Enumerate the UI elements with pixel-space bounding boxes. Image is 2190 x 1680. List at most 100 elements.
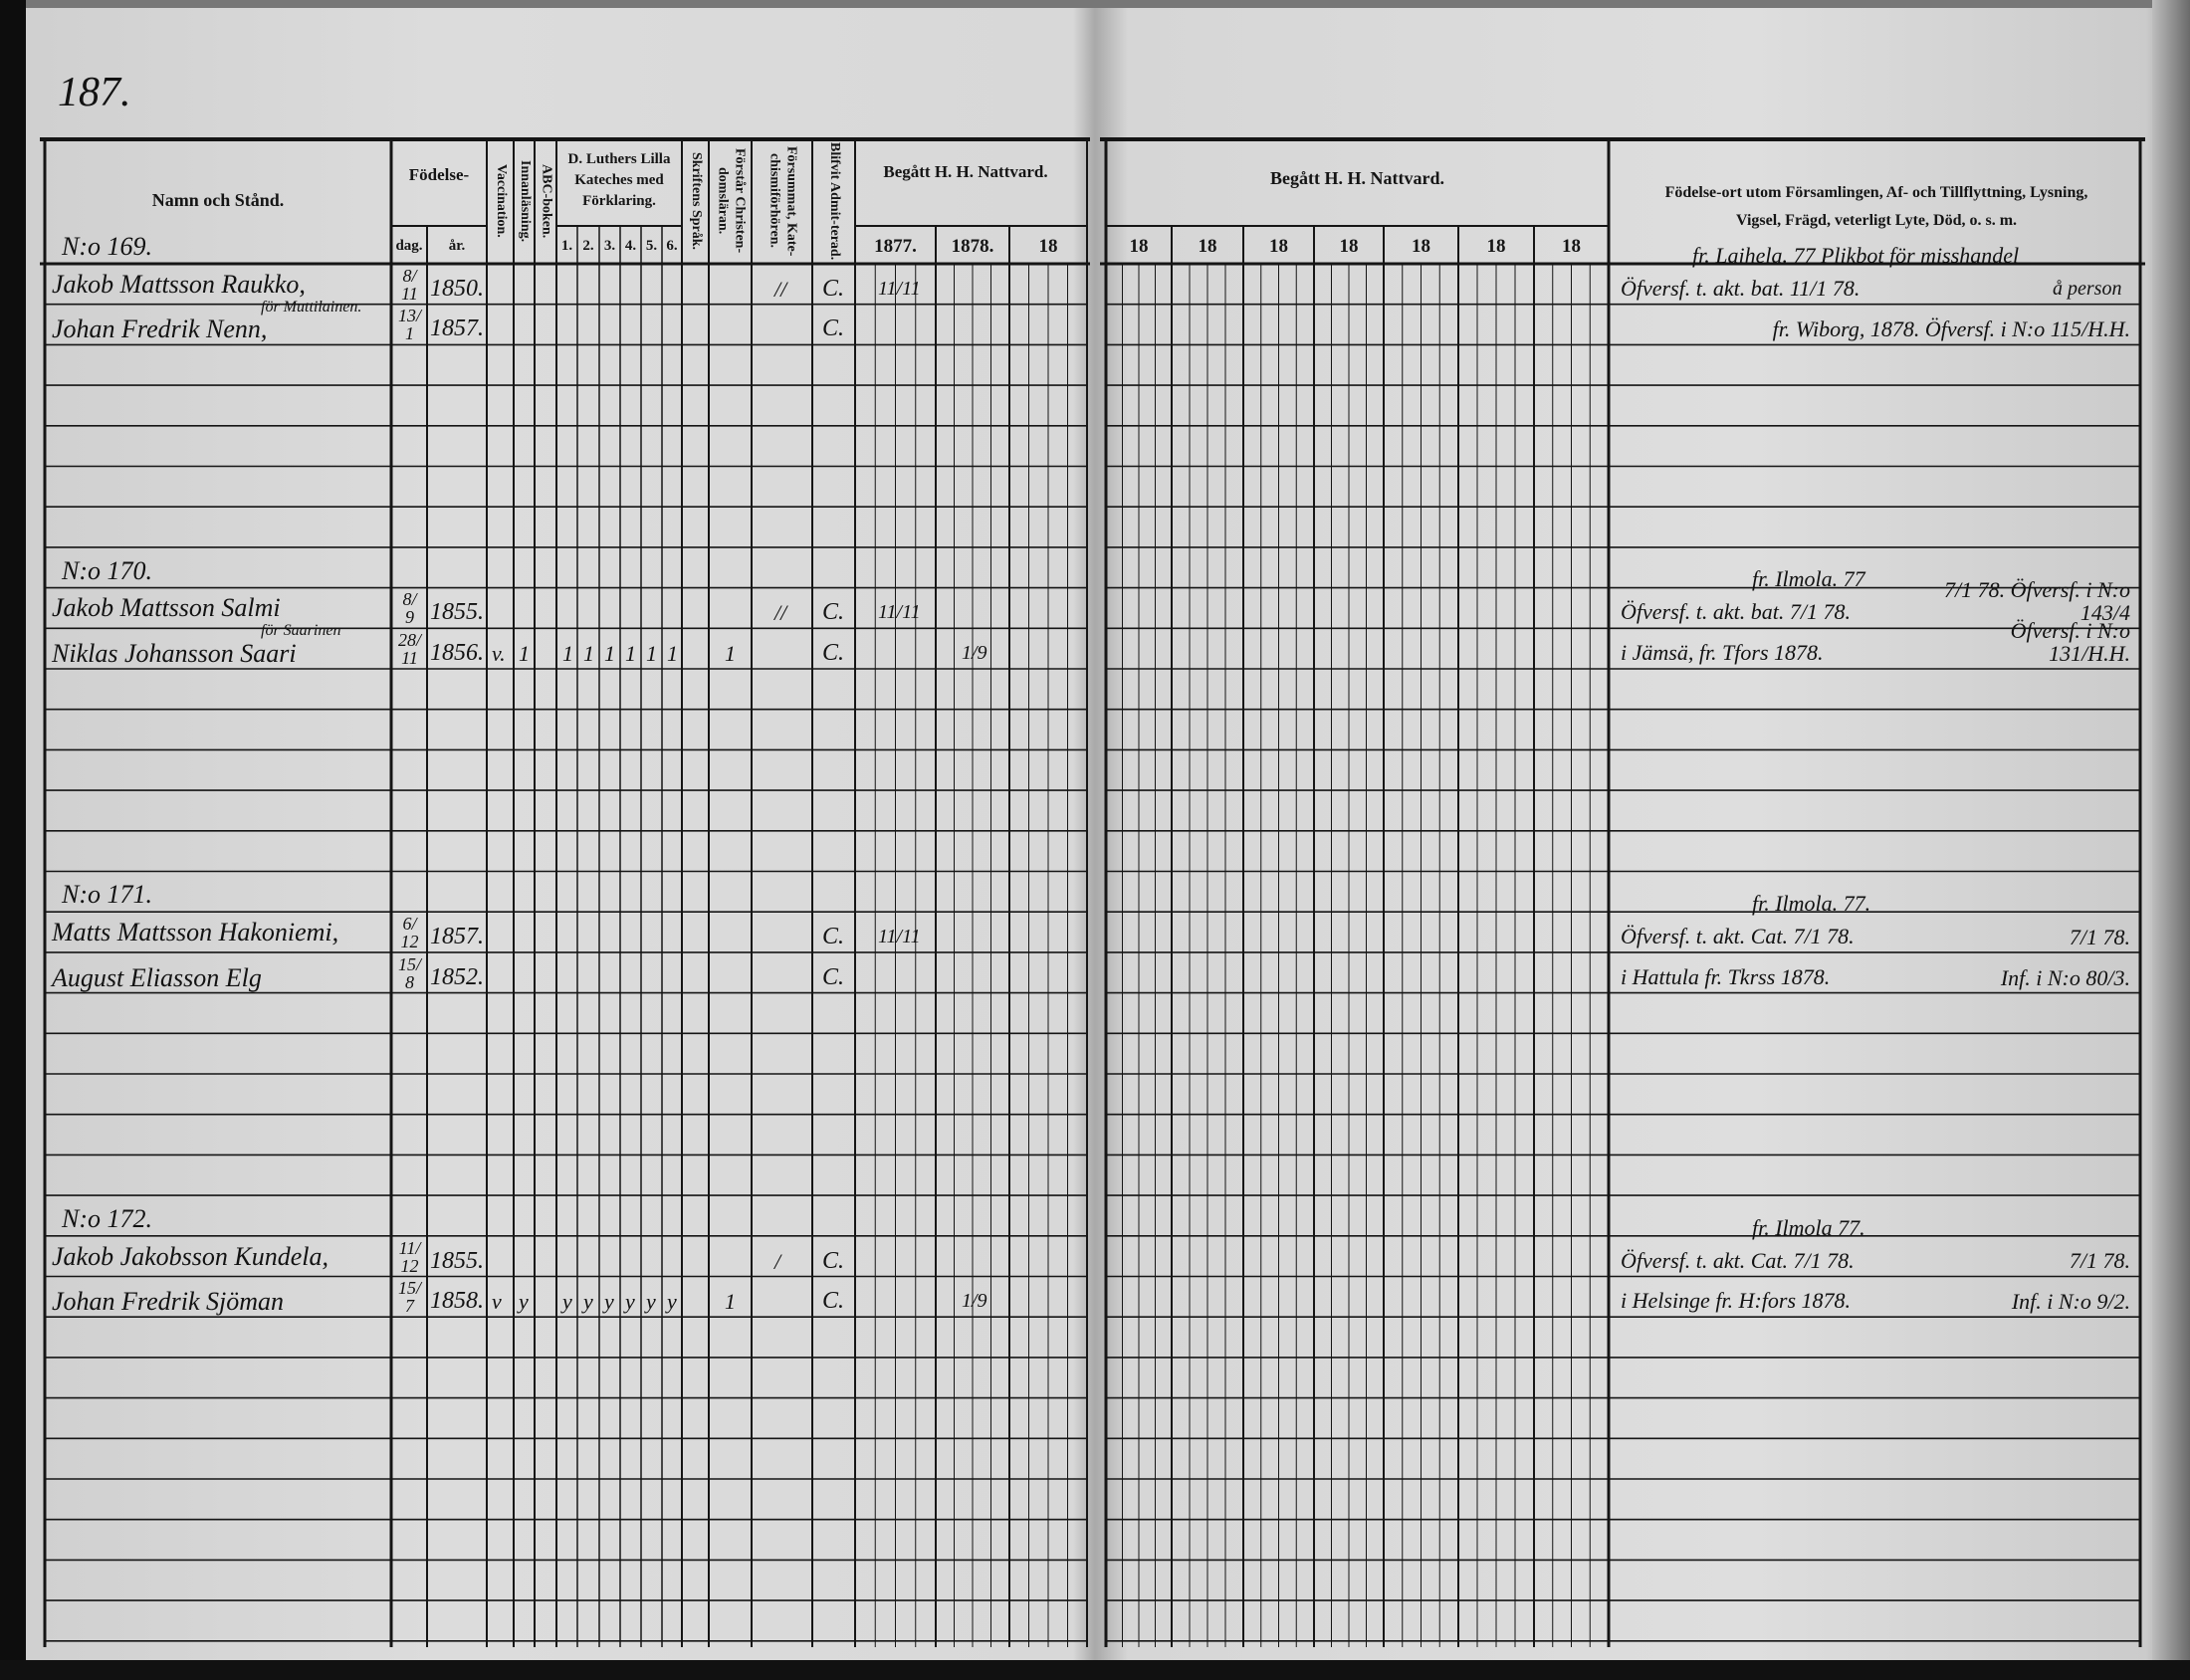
header-begatt-left: Begått H. H. Nattvard.	[883, 162, 1048, 181]
name-note: för Saarinen	[261, 622, 341, 640]
year-header: 18	[1486, 236, 1506, 257]
mark-l2: y	[583, 1289, 593, 1315]
birth-day: 6/12	[400, 913, 419, 951]
header-forsummat: Försummat, Kate-chismiförhören.	[766, 145, 799, 257]
year-header: 18	[1269, 236, 1288, 257]
birth-year: 1855.	[430, 599, 484, 626]
luther-col-header: 2.	[582, 238, 594, 254]
remark-moved-from: fr. Ilmola. 77	[1752, 566, 1865, 592]
communion-1878: 1/9	[962, 642, 987, 664]
scan-edge-bottom	[0, 1660, 2190, 1680]
person-name: Niklas Johansson Saari	[52, 639, 297, 668]
remark-right: Inf. i N:o 9/2.	[2011, 1289, 2130, 1315]
remark-right: fr. Wiborg, 1878. Öfversf. i N:o 115/H.H…	[1772, 316, 2130, 342]
admitted-mark: C.	[822, 1288, 845, 1315]
remark-right: 7/1 78. Öfversf. i N:o 143/4	[1944, 577, 2130, 626]
mark-l2: 1	[583, 641, 594, 666]
header-innanlasning: Innanläsning.	[517, 159, 533, 243]
remark-left: i Hattula fr. Tkrss 1878.	[1621, 963, 1831, 989]
mark-vacc: v.	[492, 641, 506, 666]
mark-vacc: v	[492, 1289, 502, 1315]
mark-innan: 1	[519, 641, 530, 666]
year-header: 18	[1198, 236, 1217, 257]
birth-year: 1857.	[430, 315, 484, 342]
birth-year: 1858.	[430, 1288, 484, 1315]
remark-left: Öfversf. t. akt. Cat. 7/1 78.	[1621, 1247, 1855, 1273]
person-name: August Eliasson Elg	[52, 962, 262, 992]
remark-moved-from: fr. Ilmola 77.	[1752, 1214, 1865, 1240]
birth-year: 1856.	[430, 640, 484, 666]
mark-l6: y	[667, 1289, 677, 1315]
luther-col-header: 5.	[645, 238, 658, 254]
admitted-mark: C.	[822, 640, 845, 666]
birth-day: 13/1	[397, 306, 421, 344]
admitted-mark: C.	[822, 315, 845, 342]
mark-innan: y	[519, 1289, 529, 1315]
entry-number: N:o 171.	[62, 880, 152, 910]
entry-number: N:o 169.	[62, 232, 152, 261]
person-name: Johan Fredrik Nenn,	[52, 315, 268, 344]
person-name: Jakob Mattsson Raukko,	[52, 269, 306, 299]
mark-forstar: 1	[725, 641, 736, 666]
remark-right: 7/1 78.	[2069, 1248, 2130, 1274]
header-luther: D. Luthers Lilla Kateches med Förklaring…	[567, 151, 671, 209]
remark-left: Öfversf. t. akt. bat. 7/1 78.	[1621, 599, 1851, 625]
mark-forsummat: //	[774, 600, 787, 626]
luther-col-header: 3.	[603, 238, 616, 254]
entry-number: N:o 172.	[62, 1203, 152, 1233]
remark-right: 7/1 78.	[2069, 924, 2130, 949]
mark-l3: 1	[604, 641, 615, 666]
header-ar: år.	[448, 238, 466, 254]
mark-forsummat: /	[774, 1248, 781, 1274]
communion-1877: 11/11	[878, 277, 921, 300]
birth-year: 1852.	[430, 963, 484, 990]
birth-day: 15/7	[397, 1278, 421, 1317]
header-name: Namn och Stånd.	[151, 190, 285, 210]
luther-col-header: 1.	[560, 238, 573, 254]
person-name: Matts Mattsson Hakoniemi,	[52, 917, 339, 946]
remark-left: i Helsinge fr. H:fors 1878.	[1621, 1288, 1851, 1314]
year-header: 18	[1412, 236, 1430, 257]
birth-year: 1857.	[430, 923, 484, 949]
header-skriftens: Skriftens Språk.	[688, 151, 704, 251]
birth-day: 8/11	[401, 265, 418, 304]
remark-right: Öfversf. i N:o 131/H.H.	[2010, 617, 2130, 666]
mark-l1: y	[562, 1289, 572, 1315]
mark-l3: y	[604, 1289, 614, 1315]
communion-1877: 11/11	[878, 601, 921, 624]
year-header: 18	[1562, 236, 1581, 257]
birth-day: 8/9	[402, 589, 417, 628]
communion-1878: 1/9	[962, 1290, 987, 1313]
mark-l1: 1	[562, 641, 573, 666]
remark-right: Inf. i N:o 80/3.	[2000, 964, 2130, 990]
mark-l5: y	[646, 1289, 656, 1315]
communion-1877: 11/11	[878, 925, 921, 947]
year-header: 18	[1038, 236, 1058, 257]
header-blifvit: Blifvit Admit-terad.	[826, 141, 842, 261]
mark-l5: 1	[646, 641, 657, 666]
admitted-mark: C.	[822, 599, 845, 626]
year-header: 1878.	[951, 236, 994, 257]
mark-l4: y	[625, 1289, 635, 1315]
admitted-mark: C.	[822, 1247, 845, 1274]
birth-day: 28/11	[397, 630, 421, 668]
remark-left: Öfversf. t. akt. Cat. 7/1 78.	[1621, 923, 1855, 948]
entry-number: N:o 170.	[62, 555, 152, 585]
header-remarks: Födelse-ort utom Församlingen, Af- och T…	[1664, 184, 2088, 229]
header-vaccination: Vaccination.	[493, 164, 509, 238]
luther-col-header: 4.	[624, 238, 637, 254]
mark-l6: 1	[667, 641, 678, 666]
remark-extra: å person	[2053, 277, 2122, 300]
year-header: 18	[1129, 236, 1149, 257]
mark-l4: 1	[625, 641, 636, 666]
person-name: Johan Fredrik Sjöman	[52, 1287, 284, 1317]
birth-year: 1855.	[430, 1247, 484, 1274]
header-begatt-right: Begått H. H. Nattvard.	[1270, 168, 1444, 188]
remark-left: Öfversf. t. akt. bat. 11/1 78.	[1621, 275, 1861, 301]
birth-day: 11/12	[398, 1237, 421, 1276]
birth-year: 1850.	[430, 275, 484, 302]
name-note: för Muttilainen.	[261, 298, 362, 315]
header-forstar: Förstår Christen-domsläran.	[715, 148, 748, 254]
